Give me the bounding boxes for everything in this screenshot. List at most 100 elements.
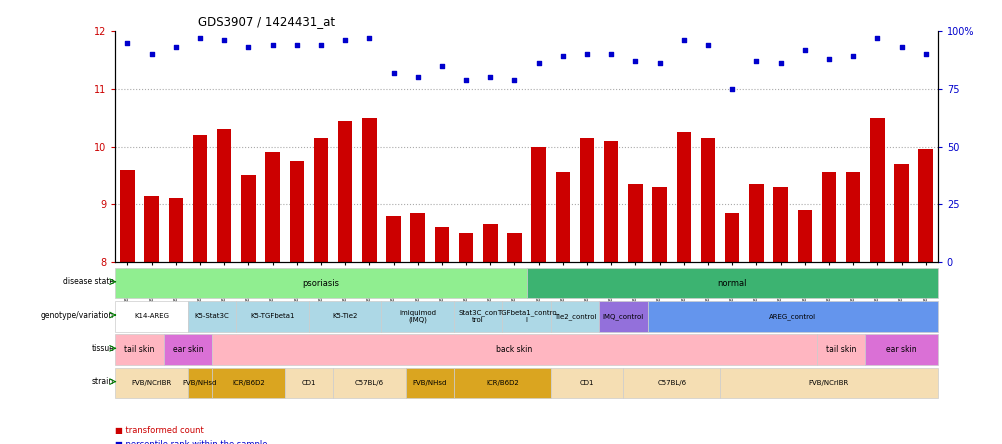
Bar: [115, 301, 187, 332]
Text: GDS3907 / 1424431_at: GDS3907 / 1424431_at: [197, 15, 335, 28]
Point: [385, 69, 401, 76]
Bar: [386, 216, 401, 262]
Bar: [719, 368, 937, 398]
Bar: [526, 268, 937, 298]
Text: IMQ_control: IMQ_control: [602, 313, 643, 320]
Text: AREG_control: AREG_control: [769, 313, 816, 320]
Bar: [550, 368, 622, 398]
Bar: [865, 334, 937, 365]
Bar: [651, 187, 666, 262]
Bar: [555, 173, 569, 262]
Text: psoriasis: psoriasis: [303, 278, 339, 288]
Bar: [507, 233, 521, 262]
Text: FVB/NHsd: FVB/NHsd: [412, 380, 447, 386]
Point: [167, 44, 183, 51]
Bar: [192, 135, 207, 262]
Bar: [816, 334, 865, 365]
Text: imiquimod
(IMQ): imiquimod (IMQ): [399, 309, 436, 323]
Text: ear skin: ear skin: [886, 345, 916, 354]
Text: normal: normal: [716, 278, 746, 288]
Point: [191, 35, 207, 42]
Text: C57BL/6: C57BL/6: [355, 380, 384, 386]
Bar: [622, 368, 719, 398]
Point: [143, 51, 159, 58]
Point: [699, 41, 715, 48]
Point: [530, 60, 546, 67]
Bar: [163, 334, 211, 365]
Bar: [285, 368, 333, 398]
Text: FVB/NHsd: FVB/NHsd: [182, 380, 217, 386]
Bar: [120, 170, 134, 262]
Point: [409, 74, 425, 81]
Point: [820, 55, 836, 62]
Bar: [187, 368, 211, 398]
Bar: [187, 301, 236, 332]
Bar: [598, 301, 647, 332]
Bar: [144, 195, 158, 262]
Bar: [115, 334, 163, 365]
Text: ■ percentile rank within the sample: ■ percentile rank within the sample: [115, 440, 268, 444]
Text: CD1: CD1: [579, 380, 594, 386]
Bar: [168, 198, 183, 262]
Point: [602, 51, 618, 58]
Bar: [115, 268, 526, 298]
Bar: [869, 118, 884, 262]
Point: [627, 58, 643, 65]
Bar: [266, 152, 280, 262]
Bar: [918, 150, 932, 262]
Text: ICR/B6D2: ICR/B6D2: [231, 380, 265, 386]
Point: [651, 60, 667, 67]
Point: [458, 76, 474, 83]
Bar: [483, 225, 497, 262]
Bar: [381, 301, 454, 332]
Bar: [211, 368, 285, 398]
Bar: [454, 368, 550, 398]
Point: [361, 35, 377, 42]
Bar: [216, 129, 231, 262]
Text: C57BL/6: C57BL/6: [656, 380, 685, 386]
Bar: [531, 147, 545, 262]
Bar: [797, 210, 812, 262]
Text: ■ transformed count: ■ transformed count: [115, 426, 203, 435]
Bar: [333, 368, 405, 398]
Text: TGFbeta1_contro
l: TGFbeta1_contro l: [496, 309, 556, 323]
Point: [289, 41, 305, 48]
Bar: [894, 164, 908, 262]
Text: Tie2_control: Tie2_control: [553, 313, 595, 320]
Point: [869, 35, 885, 42]
Text: Stat3C_con
trol: Stat3C_con trol: [458, 309, 497, 323]
Bar: [236, 301, 309, 332]
Bar: [309, 301, 381, 332]
Text: K5-Tie2: K5-Tie2: [332, 313, 358, 319]
Text: FVB/NCrIBR: FVB/NCrIBR: [808, 380, 849, 386]
Text: FVB/NCrIBR: FVB/NCrIBR: [131, 380, 171, 386]
Text: ear skin: ear skin: [172, 345, 203, 354]
Point: [216, 37, 232, 44]
Point: [917, 51, 933, 58]
Point: [434, 62, 450, 69]
Point: [119, 39, 135, 46]
Bar: [434, 227, 449, 262]
Text: back skin: back skin: [496, 345, 532, 354]
Bar: [362, 118, 376, 262]
Point: [747, 58, 764, 65]
Point: [313, 41, 329, 48]
Point: [675, 37, 691, 44]
Text: ICR/B6D2: ICR/B6D2: [486, 380, 518, 386]
Text: tail skin: tail skin: [124, 345, 154, 354]
Bar: [773, 187, 787, 262]
Point: [337, 37, 353, 44]
Bar: [410, 213, 425, 262]
Text: genotype/variation: genotype/variation: [41, 310, 114, 320]
Bar: [550, 301, 598, 332]
Point: [265, 41, 281, 48]
Bar: [338, 121, 352, 262]
Bar: [405, 368, 454, 398]
Point: [772, 60, 788, 67]
Text: K5-TGFbeta1: K5-TGFbeta1: [250, 313, 295, 319]
Point: [482, 74, 498, 81]
Bar: [290, 161, 304, 262]
Text: strain: strain: [92, 377, 114, 386]
Bar: [454, 301, 502, 332]
Bar: [502, 301, 550, 332]
